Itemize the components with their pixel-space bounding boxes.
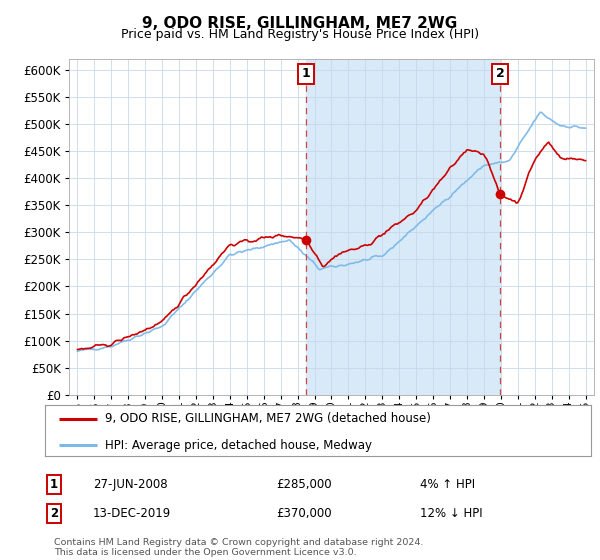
Text: 1: 1 [50,478,58,491]
Text: 2: 2 [50,507,58,520]
Text: 13-DEC-2019: 13-DEC-2019 [93,507,171,520]
Text: 12% ↓ HPI: 12% ↓ HPI [420,507,482,520]
Text: 1: 1 [302,67,310,81]
Text: £370,000: £370,000 [276,507,332,520]
Bar [306,59,500,395]
Text: 4% ↑ HPI: 4% ↑ HPI [420,478,475,491]
Text: 9, ODO RISE, GILLINGHAM, ME7 2WG (detached house): 9, ODO RISE, GILLINGHAM, ME7 2WG (detach… [105,412,431,425]
Text: 2: 2 [496,67,505,81]
Text: 27-JUN-2008: 27-JUN-2008 [93,478,167,491]
Text: This data is licensed under the Open Government Licence v3.0.: This data is licensed under the Open Gov… [54,548,356,557]
Text: £285,000: £285,000 [276,478,332,491]
Text: HPI: Average price, detached house, Medway: HPI: Average price, detached house, Medw… [105,438,372,451]
Text: Contains HM Land Registry data © Crown copyright and database right 2024.: Contains HM Land Registry data © Crown c… [54,538,424,547]
Text: Price paid vs. HM Land Registry's House Price Index (HPI): Price paid vs. HM Land Registry's House … [121,28,479,41]
Text: 9, ODO RISE, GILLINGHAM, ME7 2WG: 9, ODO RISE, GILLINGHAM, ME7 2WG [142,16,458,31]
